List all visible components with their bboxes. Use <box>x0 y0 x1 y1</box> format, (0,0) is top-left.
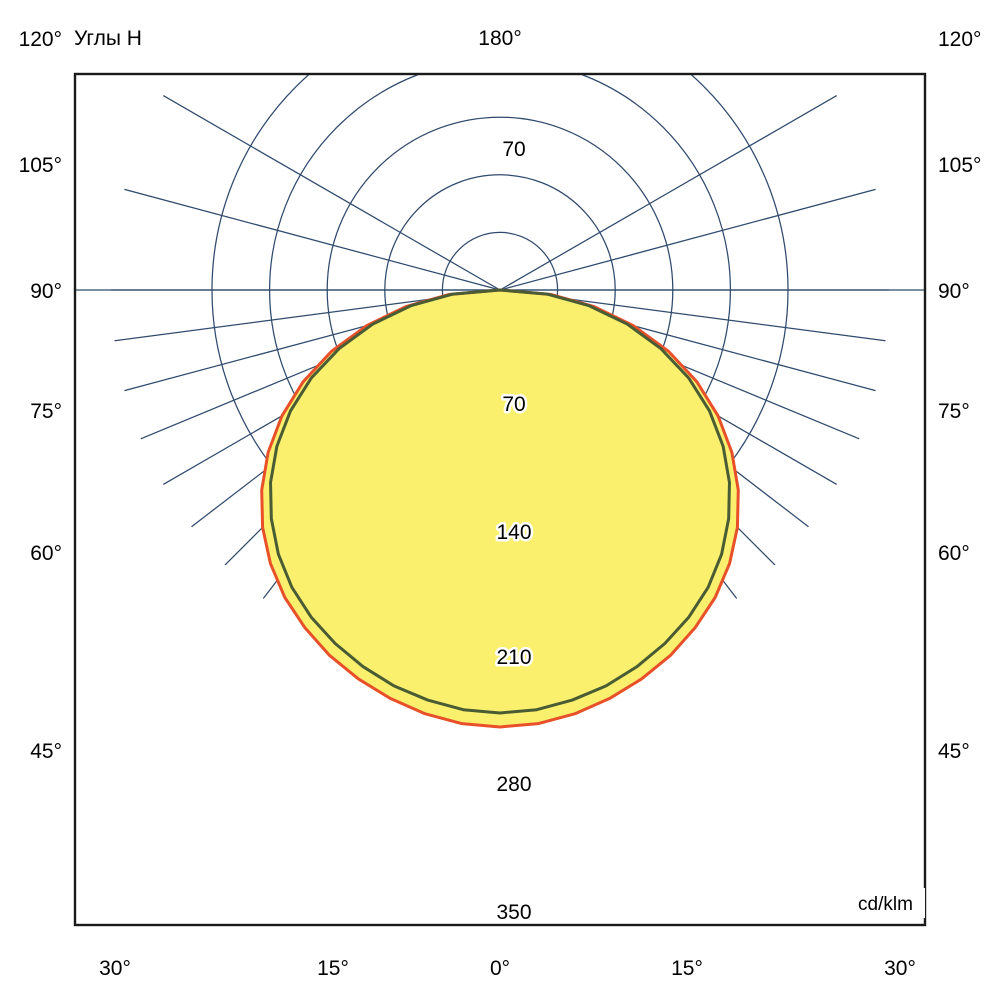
svg-text:140: 140 <box>496 521 531 544</box>
left-axis-tick: 90° <box>30 280 62 303</box>
bottom-axis-tick: 0° <box>490 957 510 980</box>
left-axis-tick: 45° <box>30 740 62 763</box>
curve-c90 <box>269 288 731 715</box>
right-axis-tick: 75° <box>938 400 970 423</box>
left-axis-tick: 120° <box>19 28 62 51</box>
right-axis-tick: 90° <box>938 280 970 303</box>
right-axis-tick: 60° <box>938 542 970 565</box>
bottom-axis-labels: 30° 15° 0° 15° 30° <box>99 957 916 980</box>
unit-label: cd/klm <box>858 894 913 915</box>
bottom-axis-tick: 15° <box>671 957 703 980</box>
left-axis-labels: 120° 105° 90° 75° 60° 45° <box>19 28 62 763</box>
distribution-curves <box>260 288 740 729</box>
svg-text:210: 210 <box>496 646 531 669</box>
curve-c0 <box>260 288 740 729</box>
right-axis-tick: 45° <box>938 740 970 763</box>
svg-text:210: 210 <box>496 646 531 669</box>
svg-text:350: 350 <box>496 901 531 924</box>
svg-text:280: 280 <box>496 773 531 796</box>
distribution-fill <box>261 290 739 727</box>
bottom-axis-tick: 15° <box>317 957 349 980</box>
plot-frame <box>73 72 927 927</box>
bottom-axis-tick: 30° <box>99 957 131 980</box>
svg-text:70: 70 <box>502 138 525 161</box>
right-axis-tick: 120° <box>938 28 981 51</box>
svg-text:70: 70 <box>502 393 525 416</box>
right-axis-tick: 105° <box>938 154 981 177</box>
unit-label-backdrop <box>852 888 925 918</box>
top-center-angle-label: 180° <box>478 27 521 50</box>
svg-text:140: 140 <box>496 521 531 544</box>
unit-label-group: cd/klm <box>852 888 925 918</box>
chart-title: Углы H <box>74 27 142 50</box>
left-axis-tick: 75° <box>30 400 62 423</box>
svg-text:280: 280 <box>496 773 531 796</box>
svg-text:350: 350 <box>496 901 531 924</box>
left-axis-tick: 105° <box>19 154 62 177</box>
right-axis-labels: 120° 105° 90° 75° 60° 45° <box>938 28 981 763</box>
left-axis-tick: 60° <box>30 542 62 565</box>
svg-text:70: 70 <box>502 393 525 416</box>
bottom-axis-tick: 30° <box>884 957 916 980</box>
svg-text:70: 70 <box>502 138 525 161</box>
